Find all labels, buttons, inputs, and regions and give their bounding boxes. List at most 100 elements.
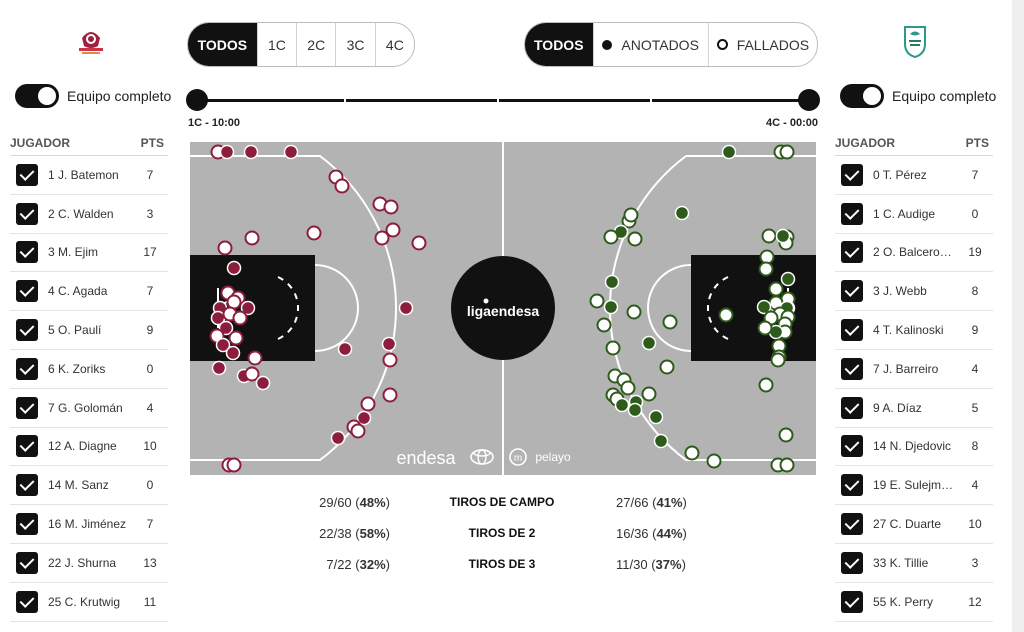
player-checkbox[interactable] xyxy=(841,241,863,264)
player-checkbox[interactable] xyxy=(16,513,38,536)
missed-shot-marker[interactable] xyxy=(589,293,605,309)
missed-shot-marker[interactable] xyxy=(641,386,657,402)
missed-shot-marker[interactable] xyxy=(662,314,678,330)
quarter-3-button[interactable]: 3C xyxy=(335,23,374,66)
player-row[interactable]: 12 A. Diagne 10 xyxy=(10,428,168,467)
player-checkbox[interactable] xyxy=(841,163,863,186)
player-checkbox[interactable] xyxy=(841,319,863,342)
missed-shot-marker[interactable] xyxy=(659,359,675,375)
made-shot-marker[interactable] xyxy=(211,360,227,376)
player-checkbox[interactable] xyxy=(841,202,863,225)
player-checkbox[interactable] xyxy=(16,590,38,613)
missed-shot-marker[interactable] xyxy=(382,352,398,368)
missed-shot-marker[interactable] xyxy=(382,387,398,403)
scrollbar-track[interactable] xyxy=(1012,0,1024,632)
made-shot-marker[interactable] xyxy=(215,337,231,353)
player-checkbox[interactable] xyxy=(841,590,863,613)
made-shot-marker[interactable] xyxy=(240,300,256,316)
missed-shot-marker[interactable] xyxy=(244,366,260,382)
player-row[interactable]: 7 J. Barreiro 4 xyxy=(835,350,993,389)
made-shot-marker[interactable] xyxy=(603,299,619,315)
missed-shot-marker[interactable] xyxy=(778,427,794,443)
player-row[interactable]: 1 J. Batemon 7 xyxy=(10,156,168,195)
made-shot-marker[interactable] xyxy=(756,299,772,315)
missed-shot-marker[interactable] xyxy=(411,235,427,251)
result-missed-button[interactable]: FALLADOS xyxy=(707,23,817,66)
made-shot-marker[interactable] xyxy=(255,375,271,391)
made-shot-marker[interactable] xyxy=(721,144,737,160)
player-checkbox[interactable] xyxy=(16,319,38,342)
player-row[interactable]: 55 K. Perry 12 xyxy=(835,583,993,622)
missed-shot-marker[interactable] xyxy=(626,304,642,320)
made-shot-marker[interactable] xyxy=(614,397,630,413)
missed-shot-marker[interactable] xyxy=(759,249,775,265)
player-checkbox[interactable] xyxy=(16,474,38,497)
missed-shot-marker[interactable] xyxy=(360,396,376,412)
player-row[interactable]: 9 A. Díaz 5 xyxy=(835,389,993,428)
player-checkbox[interactable] xyxy=(16,280,38,303)
result-all-button[interactable]: TODOS xyxy=(525,23,593,66)
missed-shot-marker[interactable] xyxy=(247,350,263,366)
player-checkbox[interactable] xyxy=(841,435,863,458)
player-row[interactable]: 25 C. Krutwig 11 xyxy=(10,583,168,622)
player-checkbox[interactable] xyxy=(16,163,38,186)
made-shot-marker[interactable] xyxy=(226,260,242,276)
missed-shot-marker[interactable] xyxy=(706,453,722,469)
player-row[interactable]: 4 T. Kalinoski 9 xyxy=(835,311,993,350)
missed-shot-marker[interactable] xyxy=(768,281,784,297)
quarter-all-button[interactable]: TODOS xyxy=(188,23,257,66)
missed-shot-marker[interactable] xyxy=(385,222,401,238)
player-row[interactable]: 7 G. Golomán 4 xyxy=(10,389,168,428)
slider-start-handle[interactable] xyxy=(186,89,208,111)
missed-shot-marker[interactable] xyxy=(383,199,399,215)
player-checkbox[interactable] xyxy=(16,357,38,380)
missed-shot-marker[interactable] xyxy=(758,261,774,277)
made-shot-marker[interactable] xyxy=(604,274,620,290)
player-checkbox[interactable] xyxy=(16,202,38,225)
made-shot-marker[interactable] xyxy=(641,335,657,351)
player-checkbox[interactable] xyxy=(16,241,38,264)
player-checkbox[interactable] xyxy=(841,474,863,497)
made-shot-marker[interactable] xyxy=(627,402,643,418)
made-shot-marker[interactable] xyxy=(337,341,353,357)
slider-end-handle[interactable] xyxy=(798,89,820,111)
made-shot-marker[interactable] xyxy=(219,144,235,160)
missed-shot-marker[interactable] xyxy=(758,377,774,393)
made-shot-marker[interactable] xyxy=(775,228,791,244)
player-checkbox[interactable] xyxy=(16,396,38,419)
player-checkbox[interactable] xyxy=(841,513,863,536)
made-shot-marker[interactable] xyxy=(381,336,397,352)
player-checkbox[interactable] xyxy=(16,551,38,574)
missed-shot-marker[interactable] xyxy=(684,445,700,461)
missed-shot-marker[interactable] xyxy=(620,380,636,396)
made-shot-marker[interactable] xyxy=(398,300,414,316)
player-row[interactable]: 14 M. Sanz 0 xyxy=(10,466,168,506)
player-row[interactable]: 5 O. Paulí 9 xyxy=(10,311,168,350)
missed-shot-marker[interactable] xyxy=(623,207,639,223)
player-checkbox[interactable] xyxy=(841,551,863,574)
player-row[interactable]: 19 E. Sulejmanovic 4 xyxy=(835,466,993,506)
player-row[interactable]: 6 K. Zoriks 0 xyxy=(10,350,168,389)
result-made-button[interactable]: ANOTADOS xyxy=(592,23,708,66)
player-checkbox[interactable] xyxy=(16,435,38,458)
made-shot-marker[interactable] xyxy=(243,144,259,160)
player-row[interactable]: 2 O. Balcerowski 19 xyxy=(835,234,993,273)
quarter-2-button[interactable]: 2C xyxy=(296,23,335,66)
player-row[interactable]: 16 M. Jiménez 7 xyxy=(10,505,168,544)
made-shot-marker[interactable] xyxy=(674,205,690,221)
player-row[interactable]: 1 C. Audige 0 xyxy=(835,195,993,234)
player-row[interactable]: 4 C. Agada 7 xyxy=(10,272,168,312)
player-row[interactable]: 27 C. Duarte 10 xyxy=(835,505,993,544)
missed-shot-marker[interactable] xyxy=(596,317,612,333)
player-row[interactable]: 14 N. Djedovic 8 xyxy=(835,428,993,467)
player-row[interactable]: 3 J. Webb 8 xyxy=(835,272,993,312)
player-row[interactable]: 33 K. Tillie 3 xyxy=(835,544,993,583)
player-row[interactable]: 3 M. Ejim 17 xyxy=(10,234,168,273)
missed-shot-marker[interactable] xyxy=(779,457,795,473)
player-row[interactable]: 22 J. Shurna 13 xyxy=(10,544,168,583)
missed-shot-marker[interactable] xyxy=(374,230,390,246)
player-row[interactable]: 2 C. Walden 3 xyxy=(10,195,168,234)
missed-shot-marker[interactable] xyxy=(761,228,777,244)
made-shot-marker[interactable] xyxy=(780,271,796,287)
missed-shot-marker[interactable] xyxy=(757,320,773,336)
